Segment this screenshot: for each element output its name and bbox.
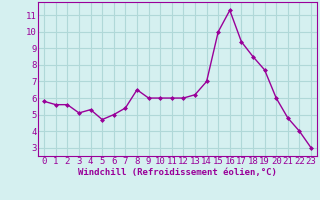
X-axis label: Windchill (Refroidissement éolien,°C): Windchill (Refroidissement éolien,°C) — [78, 168, 277, 177]
